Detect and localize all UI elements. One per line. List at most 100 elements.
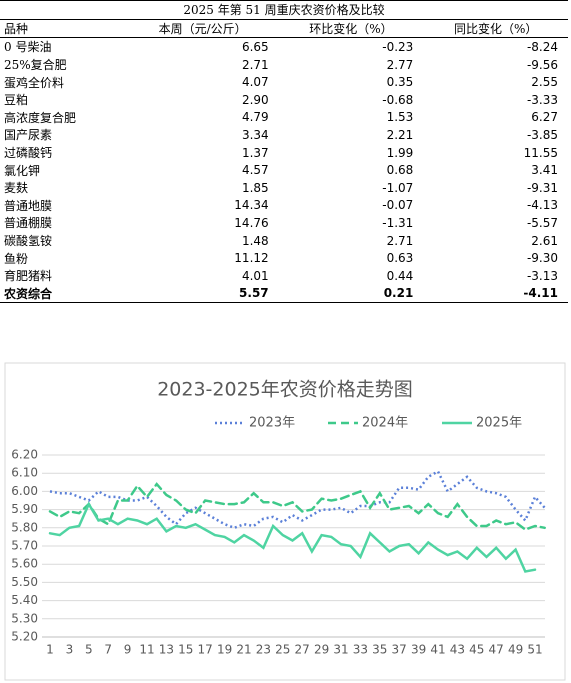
x-tick-label: 33	[353, 643, 368, 657]
x-tick-label: 1	[46, 643, 54, 657]
x-tick-label: 9	[124, 643, 132, 657]
data-row: 育肥猪料 4.01 0.44 -3.13	[0, 267, 568, 285]
x-tick-label: 29	[314, 643, 329, 657]
value-cell: -0.68	[382, 92, 414, 107]
name-cell: 育肥猪料	[4, 269, 53, 284]
x-tick-label: 47	[489, 643, 504, 657]
header-cell: 本周（元/公斤）	[126, 19, 279, 39]
name-cell: 碳酸氢铵	[4, 234, 53, 249]
name-cell: 普通棚膜	[4, 216, 53, 231]
data-row: 过磷酸钙 1.37 1.99 11.55	[0, 144, 568, 162]
value-cell: 0.44	[386, 268, 414, 283]
x-tick-label: 19	[217, 643, 232, 657]
value-cell: 1.37	[241, 145, 269, 160]
y-tick-label: 6.20	[11, 448, 38, 462]
x-tick-label: 35	[372, 643, 387, 657]
data-row: 麦麸 1.85 -1.07 -9.31	[0, 179, 568, 197]
series-line	[49, 469, 546, 530]
y-tick-label: 5.40	[11, 593, 38, 607]
value-cell: 11.12	[234, 251, 269, 266]
name-cell: 0 号柴油	[4, 40, 52, 55]
legend-label: 2024年	[362, 416, 408, 431]
value-cell: 14.34	[234, 198, 269, 213]
y-tick-label: 5.90	[11, 502, 38, 516]
value-cell: 1.85	[241, 180, 269, 195]
data-row: 氯化钾 4.57 0.68 3.41	[0, 161, 568, 179]
value-cell: 1.48	[241, 233, 269, 248]
value-cell: 6.65	[241, 39, 269, 54]
value-cell: 0.21	[278, 284, 424, 304]
value-cell: -9.56	[526, 57, 558, 72]
value-cell: 0.68	[386, 163, 414, 178]
value-cell: -0.23	[382, 39, 414, 54]
value-cell: 6.27	[531, 110, 558, 125]
table-title: 2025 年第 51 周重庆农资价格及比较	[0, 0, 568, 20]
x-tick-label: 25	[275, 643, 290, 657]
chart-title: 2023-2025年农资价格走势图	[157, 379, 413, 401]
x-tick-label: 45	[469, 643, 484, 657]
y-tick-label: 6.10	[11, 466, 38, 480]
x-tick-label: 51	[527, 643, 542, 657]
header-row: 品种 本周（元/公斤） 环比变化（%） 同比变化（%）	[0, 19, 568, 39]
name-cell: 过磷酸钙	[4, 146, 53, 161]
value-cell: -3.85	[526, 127, 558, 142]
y-tick-label: 6.00	[11, 484, 38, 498]
value-cell: -5.57	[526, 215, 558, 230]
x-tick-label: 41	[430, 643, 445, 657]
value-cell: 4.07	[241, 75, 269, 90]
value-cell: 2.71	[241, 57, 269, 72]
value-cell: 11.55	[523, 145, 558, 160]
name-cell: 蛋鸡全价料	[4, 75, 65, 90]
chart-frame	[4, 362, 566, 681]
data-row: 碳酸氢铵 1.48 2.71 2.61	[0, 232, 568, 250]
value-cell: 4.01	[241, 268, 269, 283]
legend-label: 2023年	[249, 416, 295, 431]
x-tick-label: 27	[295, 643, 310, 657]
y-tick-label: 5.20	[11, 630, 38, 644]
series-line	[48, 501, 537, 573]
legend-label: 2025年	[476, 416, 522, 431]
value-cell: 1.99	[386, 145, 414, 160]
name-cell: 高浓度复合肥	[4, 110, 77, 125]
header-cell: 环比变化（%）	[278, 19, 424, 39]
data-row: 0 号柴油 6.65 -0.23 -8.24	[0, 38, 568, 56]
value-cell: 3.34	[241, 127, 269, 142]
value-cell: 4.79	[241, 110, 269, 125]
data-row: 国产尿素 3.34 2.21 -3.85	[0, 126, 568, 144]
x-tick-label: 15	[178, 643, 193, 657]
x-tick-label: 3	[66, 643, 74, 657]
value-cell: -1.07	[382, 180, 414, 195]
y-tick-label: 5.70	[11, 539, 38, 553]
value-cell: 3.41	[531, 163, 558, 178]
x-tick-label: 31	[333, 643, 348, 657]
x-tick-label: 21	[236, 643, 251, 657]
value-cell: 2.61	[531, 233, 558, 248]
name-cell: 豆粕	[4, 93, 29, 108]
data-row: 农资综合 5.57 0.21 -4.11	[0, 284, 568, 304]
name-cell: 普通地膜	[4, 198, 53, 213]
name-cell: 国产尿素	[4, 128, 53, 143]
x-tick-label: 13	[159, 643, 174, 657]
value-cell: -4.13	[526, 198, 558, 213]
value-cell: -1.31	[382, 215, 414, 230]
value-cell: -8.24	[526, 39, 558, 54]
x-tick-label: 49	[508, 643, 523, 657]
name-cell: 鱼粉	[4, 251, 29, 266]
value-cell: 5.57	[126, 284, 279, 304]
name-cell: 农资综合	[0, 284, 127, 304]
value-cell: 0.35	[386, 75, 414, 90]
value-cell: 2.77	[386, 57, 414, 72]
title-row: 2025 年第 51 周重庆农资价格及比较	[0, 0, 568, 20]
value-cell: 2.55	[531, 75, 558, 90]
value-cell: 2.21	[386, 127, 414, 142]
x-tick-label: 37	[392, 643, 407, 657]
value-cell: 1.53	[386, 110, 414, 125]
value-cell: -3.13	[526, 268, 558, 283]
value-cell: -0.07	[382, 198, 414, 213]
name-cell: 25%复合肥	[4, 58, 67, 73]
x-tick-label: 5	[85, 643, 93, 657]
data-row: 高浓度复合肥 4.79 1.53 6.27	[0, 109, 568, 127]
chart: 2023-2025年农资价格走势图 5.20 5.30 5.40 5.50 5.60 5.…	[4, 362, 566, 681]
name-cell: 氯化钾	[4, 163, 41, 178]
